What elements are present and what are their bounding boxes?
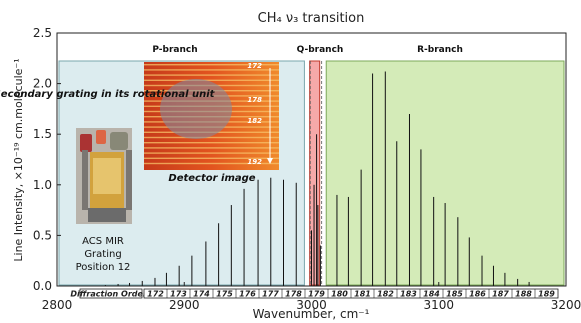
detector-order-label: 192 xyxy=(247,158,262,166)
diffraction-orders-strip: Diffraction Orders 172 173 174 175 176 177 178… xyxy=(70,288,559,299)
x-tick-label: 3100 xyxy=(423,298,454,312)
x-tick-label: 3200 xyxy=(551,298,581,312)
y-tick-label: 2.0 xyxy=(33,77,52,91)
diffraction-order-number: 184 xyxy=(423,290,440,299)
x-tick-label: 2800 xyxy=(42,298,73,312)
diffraction-order-number: 172 xyxy=(147,290,164,299)
grating-photo xyxy=(76,128,132,224)
axis-ticks: 2800 2900 3000 3100 3200 0.0 0.5 1.0 1.5 2.0 2.5 xyxy=(33,26,581,312)
diffraction-order-number: 173 xyxy=(170,290,187,299)
y-tick-label: 0.5 xyxy=(33,228,52,242)
peak-lines xyxy=(104,71,530,286)
detector-stripe xyxy=(144,74,279,76)
diffraction-order-number: 182 xyxy=(377,290,394,299)
diffraction-order-number: 189 xyxy=(538,290,555,299)
p-branch-label: P-branch xyxy=(152,45,197,55)
detector-order-label: 178 xyxy=(247,96,262,104)
detector-order-label: 182 xyxy=(247,117,262,125)
y-tick-label: 0.0 xyxy=(33,279,52,293)
diffraction-order-number: 187 xyxy=(492,290,509,299)
detector-stripe xyxy=(144,64,279,66)
photo-caption-line-1: ACS MIR xyxy=(82,236,124,247)
diffraction-order-number: 188 xyxy=(515,290,532,299)
x-axis-label: Wavenumber, cm⁻¹ xyxy=(253,307,370,321)
diffraction-order-number: 185 xyxy=(446,290,463,299)
diffraction-order-number: 178 xyxy=(285,290,302,299)
diffraction-order-number: 174 xyxy=(193,290,210,299)
diffraction-order-number: 176 xyxy=(239,290,256,299)
diffraction-order-number: 186 xyxy=(469,290,486,299)
detector-image-caption: Detector image xyxy=(168,173,255,184)
detector-stripe xyxy=(144,79,279,81)
chart-title: CH₄ ν₃ transition xyxy=(258,11,365,26)
detector-image-inset xyxy=(144,62,279,170)
detector-stripe xyxy=(144,147,279,149)
x-tick-label: 3000 xyxy=(296,298,327,312)
q-branch-label: Q-branch xyxy=(297,45,344,55)
detector-stripe xyxy=(144,157,279,159)
r-branch-label: R-branch xyxy=(417,45,463,55)
detector-stripe xyxy=(144,69,279,71)
detector-stripe xyxy=(144,142,279,144)
diffraction-order-number: 179 xyxy=(308,290,325,299)
y-tick-label: 1.0 xyxy=(33,178,52,192)
diffraction-order-number: 181 xyxy=(354,290,371,299)
photo-caption-line-2: Grating xyxy=(84,249,121,260)
detector-order-label: 172 xyxy=(247,62,262,70)
diffraction-orders-label: Diffraction Orders xyxy=(70,290,152,299)
secondary-grating-caption: Secondary grating in its rotational unit xyxy=(0,89,216,100)
photo-caption-line-3: Position 12 xyxy=(76,262,131,273)
y-axis-label: Line Intensity, ×10⁻¹⁹ cm.molecule⁻¹ xyxy=(12,58,25,261)
detector-stripe xyxy=(144,136,279,139)
diffraction-order-number: 180 xyxy=(331,290,348,299)
region-q-branch xyxy=(309,60,321,286)
detector-stripe xyxy=(144,162,279,165)
detector-stripe xyxy=(144,152,279,154)
y-tick-label: 1.5 xyxy=(33,127,52,141)
diffraction-order-number: 175 xyxy=(216,290,233,299)
x-tick-label: 2900 xyxy=(169,298,200,312)
diffraction-orders-box xyxy=(79,288,143,299)
diffraction-order-number: 183 xyxy=(400,290,417,299)
diffraction-order-number: 177 xyxy=(262,290,279,299)
y-tick-label: 2.5 xyxy=(33,26,52,40)
